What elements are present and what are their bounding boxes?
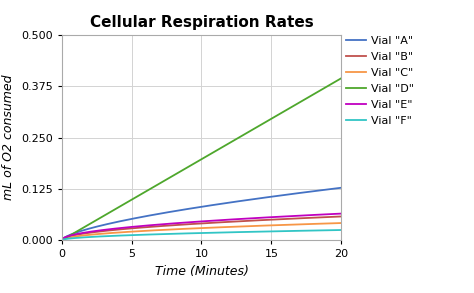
- Vial "C": [294, 223, 300, 226]
- Vial "C": [338, 221, 344, 225]
- Vial "D": [59, 239, 64, 242]
- Vial "F": [224, 231, 230, 234]
- Vial "D": [60, 238, 65, 241]
- Vial "E": [225, 218, 231, 222]
- Vial "E": [59, 239, 64, 242]
- Vial "F": [230, 231, 236, 234]
- Vial "C": [59, 239, 64, 242]
- Line: Vial "C": Vial "C": [62, 223, 341, 240]
- Vial "F": [60, 238, 65, 241]
- Vial "A": [338, 186, 344, 190]
- Vial "D": [224, 143, 230, 146]
- Vial "B": [338, 215, 344, 218]
- Vial "B": [60, 237, 65, 241]
- Vial "E": [294, 214, 300, 217]
- Vial "F": [312, 229, 318, 232]
- Vial "F": [225, 231, 231, 234]
- Vial "C": [224, 225, 230, 229]
- Vial "E": [312, 213, 318, 217]
- Vial "A": [224, 201, 230, 205]
- Vial "B": [294, 217, 300, 220]
- Vial "D": [225, 142, 231, 146]
- Line: Vial "A": Vial "A": [62, 188, 341, 240]
- Vial "B": [224, 220, 230, 224]
- Vial "F": [294, 229, 300, 233]
- Vial "B": [225, 220, 231, 224]
- Vial "E": [60, 237, 65, 241]
- Vial "A": [294, 192, 300, 195]
- Line: Vial "F": Vial "F": [62, 230, 341, 240]
- Vial "E": [338, 212, 344, 215]
- Vial "A": [60, 237, 65, 241]
- Vial "D": [338, 76, 344, 80]
- Vial "D": [294, 102, 300, 105]
- Legend: Vial "A", Vial "B", Vial "C", Vial "D", Vial "E", Vial "F": Vial "A", Vial "B", Vial "C", Vial "D", …: [341, 31, 419, 130]
- Vial "F": [59, 239, 64, 242]
- Line: Vial "D": Vial "D": [62, 78, 341, 240]
- Vial "B": [59, 239, 64, 242]
- Vial "D": [312, 92, 318, 95]
- Vial "B": [230, 220, 236, 223]
- Vial "C": [60, 238, 65, 241]
- Vial "E": [230, 218, 236, 221]
- Vial "A": [230, 200, 236, 204]
- Vial "A": [312, 189, 318, 193]
- X-axis label: Time (Minutes): Time (Minutes): [155, 265, 248, 278]
- Title: Cellular Respiration Rates: Cellular Respiration Rates: [90, 15, 313, 30]
- Vial "E": [224, 218, 230, 222]
- Line: Vial "E": Vial "E": [62, 214, 341, 240]
- Vial "A": [59, 239, 64, 242]
- Vial "A": [225, 201, 231, 205]
- Y-axis label: mL of O2 consumed: mL of O2 consumed: [2, 75, 15, 200]
- Vial "C": [312, 222, 318, 226]
- Vial "C": [225, 225, 231, 229]
- Vial "D": [230, 139, 236, 143]
- Vial "B": [312, 216, 318, 219]
- Line: Vial "B": Vial "B": [62, 217, 341, 240]
- Vial "F": [338, 228, 344, 232]
- Vial "C": [230, 225, 236, 229]
